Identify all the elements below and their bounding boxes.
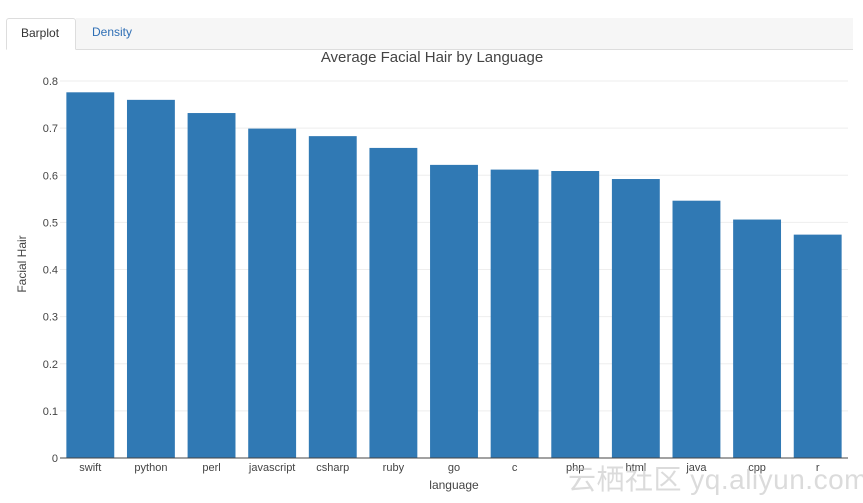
- tab-density[interactable]: Density: [92, 25, 133, 39]
- bar-go: [430, 164, 478, 458]
- tab-barplot[interactable]: Barplot: [6, 18, 76, 50]
- x-axis-label: language: [429, 478, 479, 492]
- x-tick-label: c: [512, 462, 518, 474]
- y-tick-label: 0.3: [43, 312, 58, 324]
- bar-swift: [66, 92, 115, 458]
- x-tick-label: csharp: [316, 462, 349, 474]
- bar-python: [126, 99, 175, 458]
- y-tick-label: 0.6: [43, 170, 58, 182]
- bar-r: [793, 234, 842, 458]
- x-tick-label: ruby: [383, 462, 405, 474]
- x-tick-label: javascript: [248, 462, 295, 474]
- bar-cpp: [733, 219, 782, 458]
- bars: [66, 92, 842, 459]
- x-tick-label: go: [448, 462, 460, 474]
- chart-title: Average Facial Hair by Language: [321, 49, 543, 66]
- x-tick-label: python: [134, 462, 167, 474]
- x-tick-label: perl: [202, 462, 220, 474]
- y-axis: 0 0.1 0.2 0.3 0.4 0.5 0.6 0.7 0.8: [43, 76, 58, 465]
- x-tick-label: java: [685, 462, 707, 474]
- x-tick-label: php: [566, 462, 584, 474]
- y-tick-label: 0.4: [43, 265, 58, 277]
- tab-bar: Barplot Density: [0, 0, 853, 50]
- x-tick-label: cpp: [748, 462, 766, 474]
- y-tick-label: 0.1: [43, 406, 58, 418]
- bar-csharp: [308, 136, 357, 459]
- x-tick-label: swift: [79, 462, 101, 474]
- y-tick-label: 0.7: [43, 123, 58, 135]
- x-tick-label: r: [816, 462, 820, 474]
- bar-html: [611, 179, 660, 458]
- x-tick-label: html: [625, 462, 646, 474]
- bar-perl: [187, 113, 236, 459]
- bar-javascript: [248, 128, 297, 458]
- x-axis: swift python perl javascript csharp ruby go c ph…: [79, 462, 820, 474]
- tab-strip-background: [76, 18, 853, 50]
- y-tick-label: 0.5: [43, 217, 58, 229]
- watermark: 云栖社区 yq.aliyun.com: [568, 464, 863, 495]
- bar-c: [490, 169, 539, 458]
- bar-java: [672, 200, 721, 458]
- y-axis-label: Facial Hair: [15, 235, 29, 292]
- y-tick-label: 0: [52, 453, 58, 465]
- y-tick-label: 0.2: [43, 359, 58, 371]
- bar-ruby: [369, 147, 418, 459]
- bar-php: [551, 171, 600, 459]
- y-tick-label: 0.8: [43, 76, 58, 88]
